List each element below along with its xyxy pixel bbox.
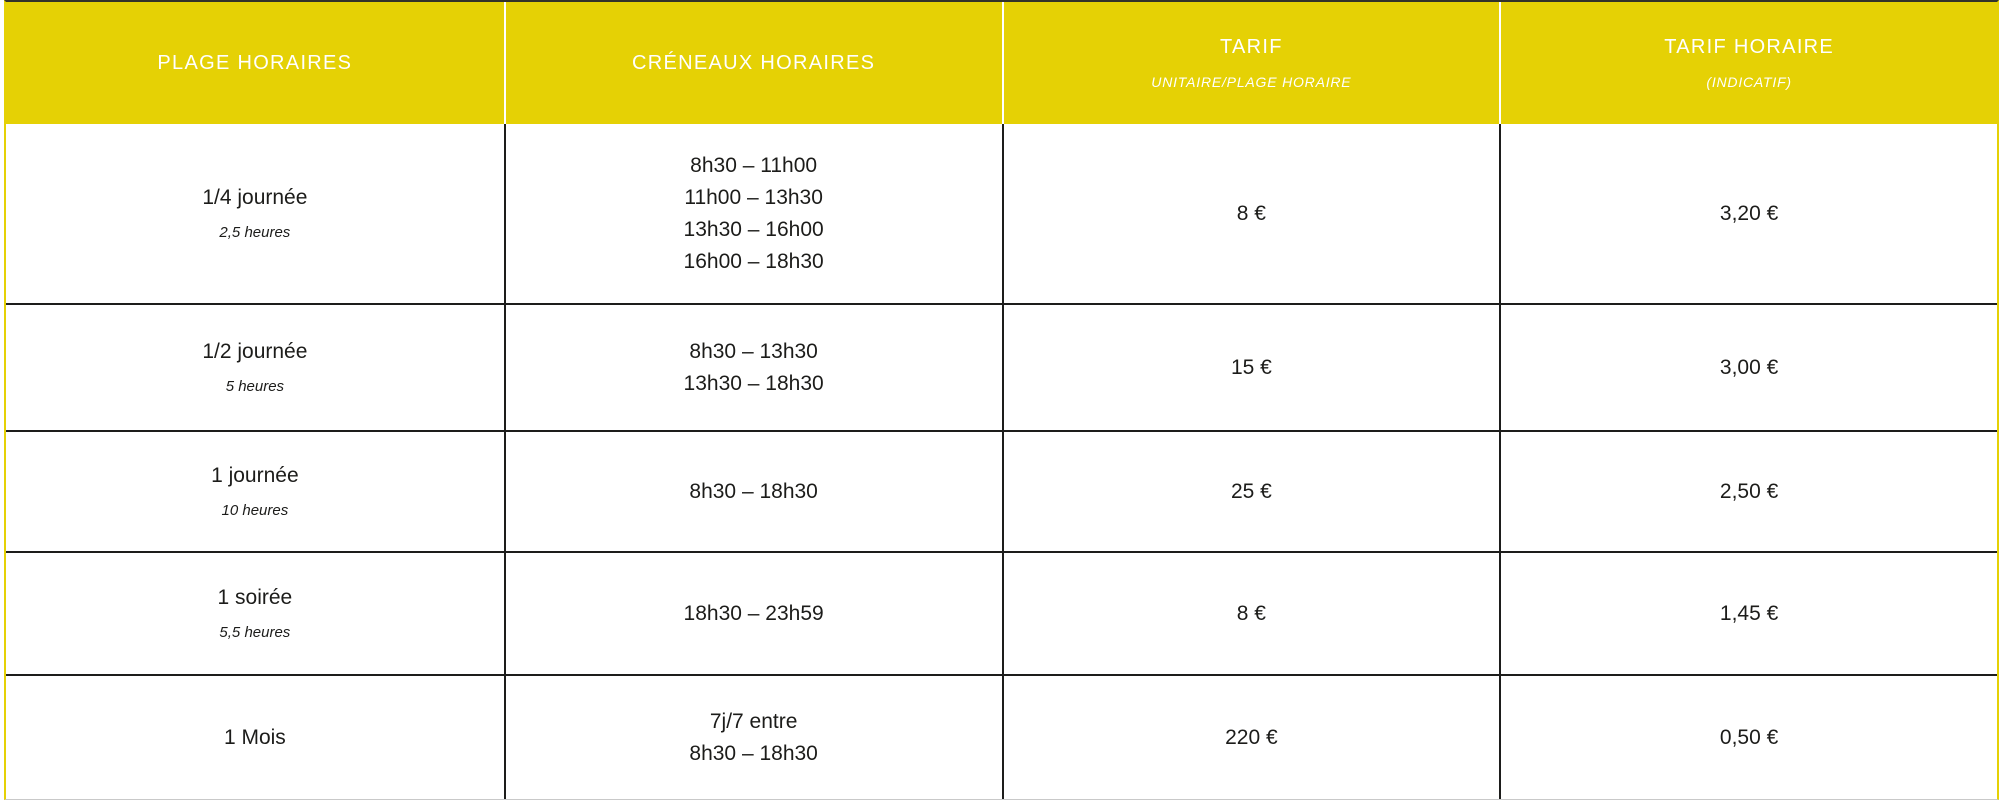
creneau-line: 8h30 – 18h30 xyxy=(689,479,818,503)
header-cell-tarif-horaire: TARIF HORAIRE (INDICATIF) xyxy=(1499,2,1997,124)
tarif-value: 25 € xyxy=(1230,479,1272,503)
pricing-table: PLAGE HORAIRES CRÉNEAUX HORAIRES TARIF U… xyxy=(4,0,1999,800)
tarif-horaire-value: 3,20 € xyxy=(1719,201,1779,225)
creneaux-cell: 18h30 – 23h59 xyxy=(503,553,1002,674)
table-row: 1 soirée 5,5 heures 18h30 – 23h59 8 € 1,… xyxy=(6,551,1997,674)
plage-cell: 1 soirée 5,5 heures xyxy=(6,553,504,674)
header-cell-plage-horaires: PLAGE HORAIRES xyxy=(6,2,504,124)
plage-cell: 1 Mois xyxy=(6,676,504,799)
tarif-cell: 8 € xyxy=(1001,553,1500,674)
creneau-line: 8h30 – 18h30 xyxy=(689,741,818,765)
header-title: CRÉNEAUX HORAIRES xyxy=(631,51,876,74)
creneaux-cell: 8h30 – 11h00 11h00 – 13h30 13h30 – 16h00… xyxy=(503,124,1002,303)
duree-label: 5 heures xyxy=(225,378,285,395)
creneau-line: 11h00 – 13h30 xyxy=(684,185,823,209)
table-row: 1/2 journée 5 heures 8h30 – 13h30 13h30 … xyxy=(6,303,1997,430)
tarif-cell: 220 € xyxy=(1001,676,1500,799)
header-title: PLAGE HORAIRES xyxy=(157,51,353,74)
header-subtitle: (INDICATIF) xyxy=(1706,74,1792,90)
tarif-horaire-cell: 3,20 € xyxy=(1499,124,1997,303)
tarif-horaire-cell: 1,45 € xyxy=(1499,553,1997,674)
creneaux-cell: 8h30 – 13h30 13h30 – 18h30 xyxy=(503,305,1002,430)
plage-cell: 1/2 journée 5 heures xyxy=(6,305,504,430)
tarif-value: 8 € xyxy=(1236,601,1266,625)
creneau-line: 7j/7 entre xyxy=(709,709,798,733)
creneau-line: 8h30 – 11h00 xyxy=(690,153,818,177)
creneaux-cell: 7j/7 entre 8h30 – 18h30 xyxy=(503,676,1002,799)
tarif-cell: 8 € xyxy=(1001,124,1500,303)
creneau-line: 13h30 – 16h00 xyxy=(683,217,824,241)
table-row: 1 journée 10 heures 8h30 – 18h30 25 € 2,… xyxy=(6,430,1997,551)
header-title: TARIF xyxy=(1219,36,1283,58)
plage-label: 1 journée xyxy=(211,464,299,487)
header-subtitle: UNITAIRE/PLAGE HORAIRE xyxy=(1151,74,1352,90)
plage-label: 1/2 journée xyxy=(202,340,308,363)
creneaux-cell: 8h30 – 18h30 xyxy=(503,432,1002,551)
tarif-horaire-cell: 0,50 € xyxy=(1499,676,1997,799)
header-cell-creneaux-horaires: CRÉNEAUX HORAIRES xyxy=(503,2,1002,124)
header-cell-tarif: TARIF UNITAIRE/PLAGE HORAIRE xyxy=(1001,2,1500,124)
plage-cell: 1/4 journée 2,5 heures xyxy=(6,124,504,303)
tarif-horaire-value: 3,00 € xyxy=(1719,355,1779,379)
table-row: 1/4 journée 2,5 heures 8h30 – 11h00 11h0… xyxy=(6,124,1997,303)
duree-label: 5,5 heures xyxy=(219,624,291,641)
plage-label: 1 soirée xyxy=(217,586,293,609)
tarif-horaire-cell: 2,50 € xyxy=(1499,432,1997,551)
plage-label: 1/4 journée xyxy=(202,186,308,209)
tarif-value: 220 € xyxy=(1225,725,1278,749)
tarif-cell: 25 € xyxy=(1001,432,1500,551)
tarif-value: 8 € xyxy=(1236,201,1266,225)
creneau-line: 13h30 – 18h30 xyxy=(683,371,824,395)
tarif-horaire-value: 0,50 € xyxy=(1719,725,1779,749)
creneau-line: 16h00 – 18h30 xyxy=(683,249,824,273)
tarif-cell: 15 € xyxy=(1001,305,1500,430)
tarif-horaire-value: 1,45 € xyxy=(1719,601,1779,625)
plage-cell: 1 journée 10 heures xyxy=(6,432,504,551)
tarif-horaire-cell: 3,00 € xyxy=(1499,305,1997,430)
creneau-line: 8h30 – 13h30 xyxy=(689,339,818,363)
plage-label: 1 Mois xyxy=(223,725,286,749)
tarif-horaire-value: 2,50 € xyxy=(1719,479,1779,503)
creneau-line: 18h30 – 23h59 xyxy=(683,601,824,625)
tarif-value: 15 € xyxy=(1230,355,1272,379)
header-title: TARIF HORAIRE xyxy=(1664,36,1835,58)
duree-label: 10 heures xyxy=(221,502,289,519)
table-header-row: PLAGE HORAIRES CRÉNEAUX HORAIRES TARIF U… xyxy=(6,2,1997,124)
duree-label: 2,5 heures xyxy=(219,224,291,241)
table-row: 1 Mois 7j/7 entre 8h30 – 18h30 220 € 0,5… xyxy=(6,674,1997,799)
